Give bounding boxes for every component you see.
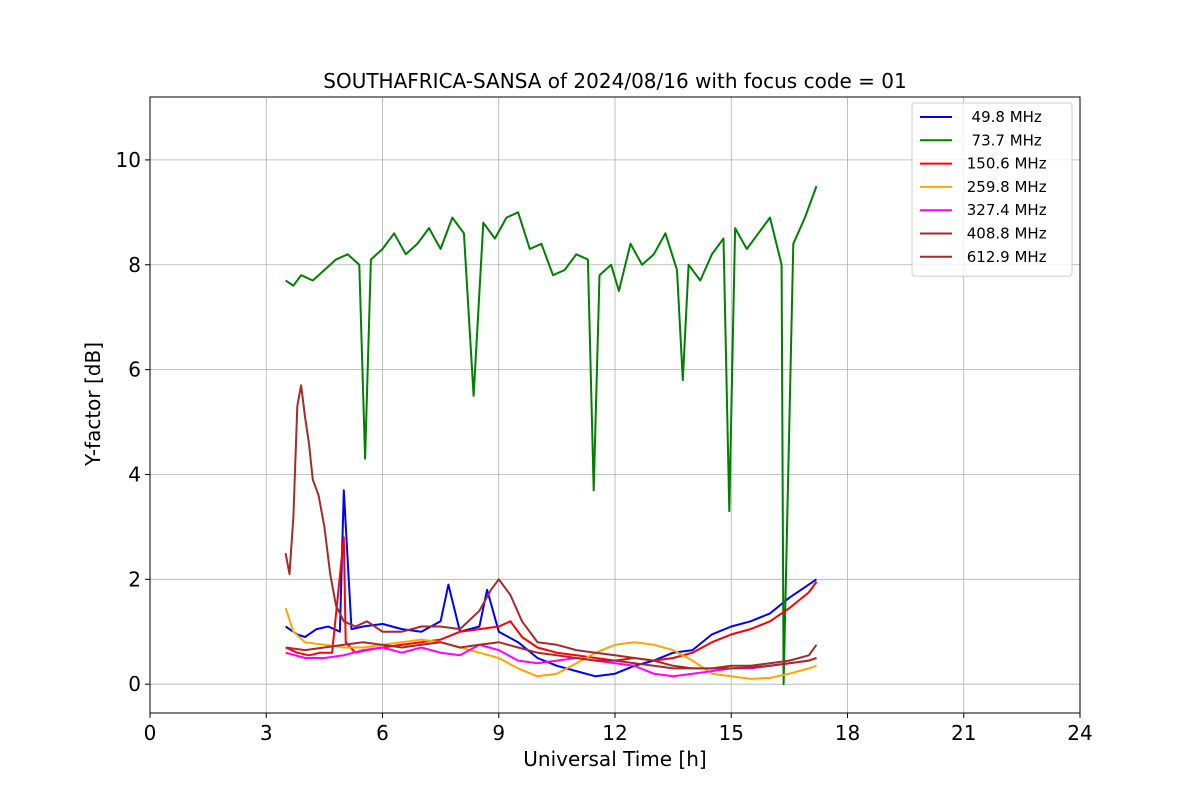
y-tick-label: 10 [116, 148, 141, 172]
x-tick-label: 12 [602, 721, 627, 745]
y-tick-label: 0 [128, 672, 141, 696]
legend: 49.8 MHz 73.7 MHz 150.6 MHz 259.8 MHz 32… [911, 102, 1073, 277]
y-tick-label: 8 [128, 253, 141, 277]
series-lines [284, 185, 818, 686]
x-tick-label: 24 [1067, 721, 1092, 745]
series-line-2 [285, 536, 818, 662]
plot-area-frame [149, 96, 1081, 714]
series-line-3 [284, 607, 817, 680]
x-tick-label: 21 [951, 721, 976, 745]
x-tick-label: 15 [719, 721, 744, 745]
legend-label: 49.8 MHz [962, 108, 1042, 126]
x-tick-label: 18 [835, 721, 860, 745]
series-line-0 [285, 489, 818, 678]
series-line-6 [285, 641, 817, 670]
legend-label: 150.6 MHz [962, 155, 1047, 173]
x-tick-label: 9 [492, 721, 505, 745]
chart-title: SOUTHAFRICA-SANSA of 2024/08/16 with foc… [323, 69, 907, 93]
legend-label: 327.4 MHz [962, 201, 1047, 219]
x-tick-label: 6 [376, 721, 389, 745]
y-tick-label: 6 [128, 358, 141, 382]
legend-label: 408.8 MHz [962, 225, 1047, 243]
x-tick-label: 3 [260, 721, 273, 745]
series-line-1 [285, 185, 818, 686]
x-tick-label: 0 [144, 721, 157, 745]
x-axis-label: Universal Time [h] [523, 747, 706, 771]
y-axis-label: Y-factor [dB] [81, 342, 105, 467]
y-tick-label: 2 [128, 567, 141, 591]
legend-label: 73.7 MHz [962, 131, 1042, 149]
legend-label: 612.9 MHz [962, 248, 1047, 266]
y-tick-label: 4 [128, 462, 141, 486]
legend-label: 259.8 MHz [962, 178, 1047, 196]
